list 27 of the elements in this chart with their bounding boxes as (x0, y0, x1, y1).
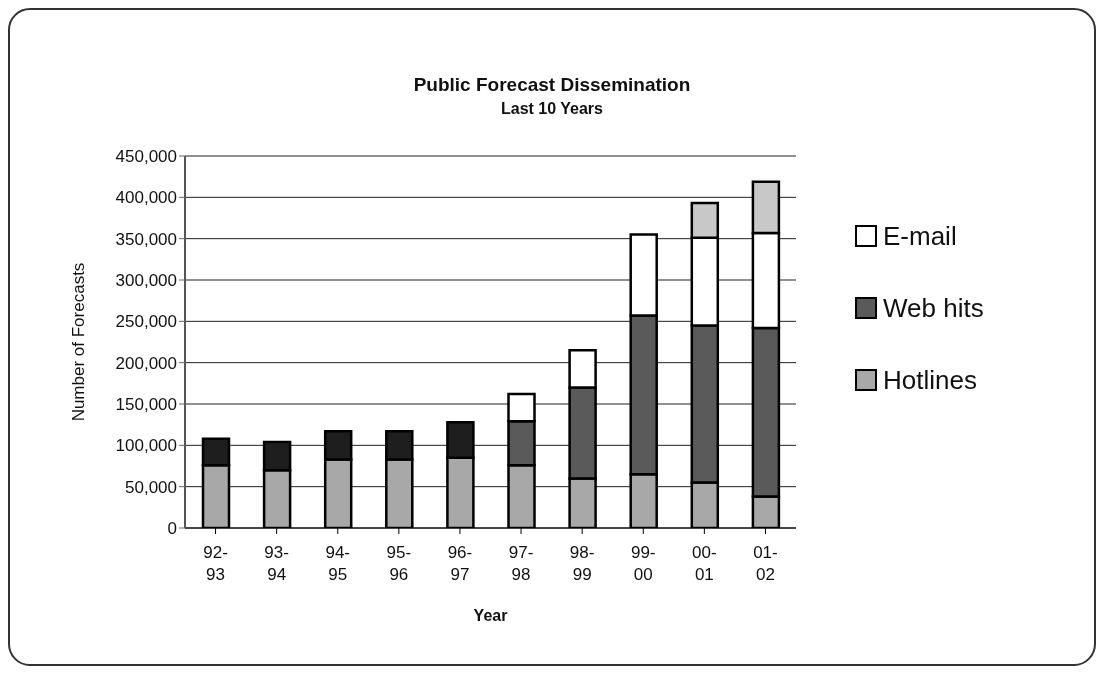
x-axis-title: Year (473, 607, 508, 624)
y-tick-label: 250,000 (115, 312, 177, 332)
chart-title: Public Forecast Dissemination (412, 74, 692, 96)
y-tick-label: 450,000 (115, 147, 177, 167)
chart-subtitle: Last 10 Years (500, 100, 604, 118)
legend-label: Hotlines (883, 364, 977, 396)
x-tick-label: 99-00 (630, 543, 656, 584)
x-tick-label: 98-99 (569, 543, 595, 584)
y-tick-label: 300,000 (115, 271, 177, 291)
y-tick-label: 100,000 (115, 436, 177, 456)
y-tick-label: 350,000 (115, 229, 177, 249)
y-tick-label: 200,000 (115, 353, 177, 373)
x-tick-label: 01-02 (753, 543, 778, 584)
x-tick-label: 00-01 (692, 543, 717, 584)
y-tick-label: 0 (167, 519, 177, 539)
x-tick-label: 97-98 (508, 543, 534, 584)
y-tick-label: 400,000 (115, 188, 177, 208)
x-tick-label: 92-93 (203, 543, 228, 584)
y-tick-label: 150,000 (115, 395, 177, 415)
legend-label: E-mail (883, 220, 957, 252)
x-tick-label: 96-97 (447, 543, 473, 584)
x-tick-label: 95-96 (386, 543, 412, 584)
y-axis-title: Number of Forecasts (69, 262, 89, 422)
x-tick-label: 93-94 (264, 543, 289, 584)
y-tick-label: 50,000 (125, 477, 177, 497)
legend-label: Web hits (883, 292, 984, 324)
x-tick-label: 94-95 (325, 543, 351, 584)
